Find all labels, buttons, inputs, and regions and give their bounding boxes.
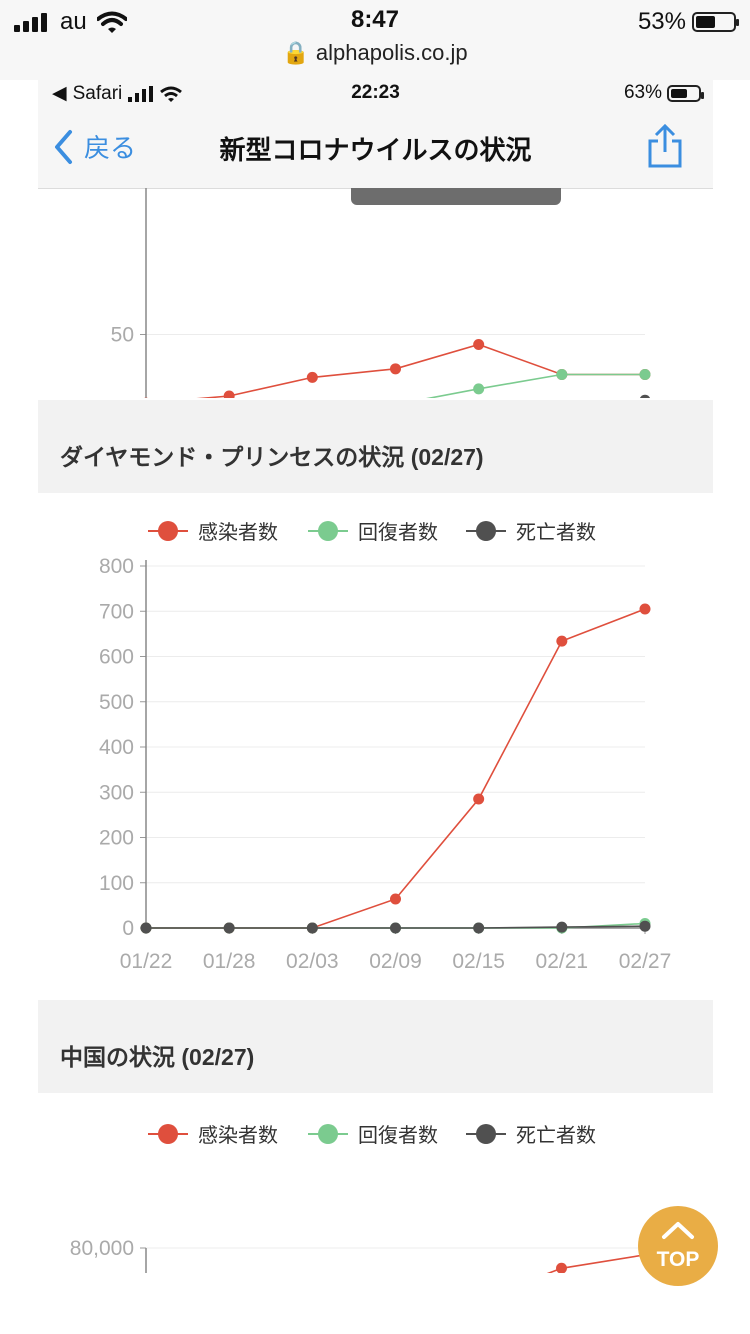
- x-tick-label: 02/09: [369, 950, 422, 973]
- battery-icon: [667, 84, 704, 102]
- data-point: [390, 363, 401, 375]
- share-icon: [648, 123, 682, 168]
- section-header-diamond-princess: ダイヤモンド・プリンセスの状況 (02/27): [38, 400, 713, 493]
- data-point: [473, 922, 485, 934]
- data-point: [223, 922, 235, 934]
- legend-label: 回復者数: [358, 1124, 438, 1147]
- legend-marker: [158, 521, 178, 541]
- battery-icon: [692, 12, 739, 32]
- legend-marker: [476, 521, 496, 541]
- x-tick-label: 02/03: [286, 950, 339, 973]
- y-tick-label: 50: [111, 324, 134, 347]
- series-line: [425, 373, 645, 398]
- x-tick-label: 02/15: [452, 950, 505, 973]
- y-tick-label: 700: [99, 600, 134, 623]
- signal-icon: [128, 85, 154, 102]
- data-point: [306, 922, 318, 934]
- legend-marker: [158, 1124, 178, 1144]
- carrier-group: au: [14, 8, 127, 36]
- legend-marker: [318, 521, 338, 541]
- overlay-tooltip: [351, 188, 561, 205]
- url-bar[interactable]: 🔒 alphapolis.co.jp: [0, 40, 750, 66]
- back-label: 戻る: [84, 133, 137, 163]
- wifi-icon: [160, 86, 183, 102]
- outer-status-bar: au 8:47 🔒 alphapolis.co.jp 53%: [0, 0, 750, 80]
- series-line: [546, 1254, 646, 1273]
- section-header-china: 中国の状況 (02/27): [38, 1000, 713, 1093]
- data-point: [556, 635, 568, 647]
- data-point: [556, 1262, 567, 1273]
- data-point: [639, 603, 651, 615]
- chevron-up-icon: [662, 1222, 694, 1239]
- data-point: [140, 922, 152, 934]
- section-title: ダイヤモンド・プリンセスの状況 (02/27): [60, 444, 484, 470]
- signal-icon: [14, 13, 47, 32]
- data-point: [390, 922, 401, 934]
- inner-status-bar: ◀ Safari 22:23 63%: [38, 80, 713, 108]
- y-tick-label: 80,000: [70, 1237, 134, 1260]
- top-button[interactable]: TOP: [638, 1206, 718, 1286]
- page-title: 新型コロナウイルスの状況: [219, 135, 532, 165]
- data-point: [473, 793, 485, 805]
- y-tick-label: 0: [122, 917, 134, 940]
- battery-group: 53%: [637, 8, 739, 36]
- y-tick-label: 300: [99, 781, 134, 804]
- navigation-bar: 戻る 新型コロナウイルスの状況: [38, 108, 713, 189]
- y-tick-label: 800: [99, 555, 134, 578]
- lock-icon: 🔒: [282, 40, 310, 65]
- data-point: [473, 339, 485, 351]
- data-point: [473, 383, 485, 395]
- back-app-label[interactable]: Safari: [72, 82, 123, 104]
- inner-clock: 22:23: [351, 82, 400, 103]
- battery-percent: 53%: [637, 8, 686, 35]
- share-button[interactable]: [647, 123, 683, 173]
- back-button[interactable]: 戻る: [52, 128, 136, 165]
- x-tick-label: 01/28: [203, 950, 256, 973]
- chevron-left-icon: [55, 129, 72, 164]
- y-tick-label: 500: [99, 691, 134, 714]
- x-tick-label: 01/22: [120, 950, 173, 973]
- legend-marker: [476, 1124, 496, 1144]
- data-point: [390, 893, 401, 905]
- clock: 8:47: [350, 6, 400, 33]
- y-tick-label: 400: [99, 736, 134, 759]
- legend-label: 死亡者数: [516, 1124, 596, 1147]
- wifi-icon: [96, 11, 127, 33]
- data-point: [639, 920, 651, 932]
- data-point: [556, 921, 568, 933]
- x-tick-label: 02/21: [536, 950, 589, 973]
- embedded-screenshot: ◀ Safari 22:23 63% 戻る 新型コロナウイルスの状況: [38, 80, 713, 1334]
- y-tick-label: 100: [99, 872, 134, 895]
- chart-china: 感染者数回復者数死亡者数60,00080,000: [70, 1124, 651, 1273]
- chart-diamond-princess: 感染者数 回復者数 死亡者数 0 100 200 300 400 500 600 700 800 01/…: [99, 521, 672, 973]
- x-tick-label: 02/27: [619, 950, 672, 973]
- legend-marker: [318, 1124, 338, 1144]
- carrier-name: au: [60, 8, 87, 35]
- data-point: [223, 390, 235, 398]
- legend-label: 回復者数: [358, 521, 438, 544]
- back-to-app-icon[interactable]: ◀: [52, 83, 67, 104]
- data-point: [639, 394, 651, 398]
- legend-label: 死亡者数: [516, 521, 596, 544]
- legend-label: 感染者数: [198, 521, 278, 544]
- y-tick-label: 0: [122, 395, 134, 398]
- legend-label: 感染者数: [198, 1124, 278, 1147]
- url-text: alphapolis.co.jp: [315, 40, 468, 65]
- inner-battery-percent: 63%: [623, 82, 662, 103]
- y-tick-label: 600: [99, 646, 134, 669]
- data-point: [639, 369, 651, 381]
- y-tick-label: 200: [99, 827, 134, 850]
- data-point: [556, 369, 568, 381]
- section-title: 中国の状況 (02/27): [60, 1044, 255, 1070]
- data-point: [306, 371, 318, 383]
- top-label: TOP: [656, 1248, 700, 1271]
